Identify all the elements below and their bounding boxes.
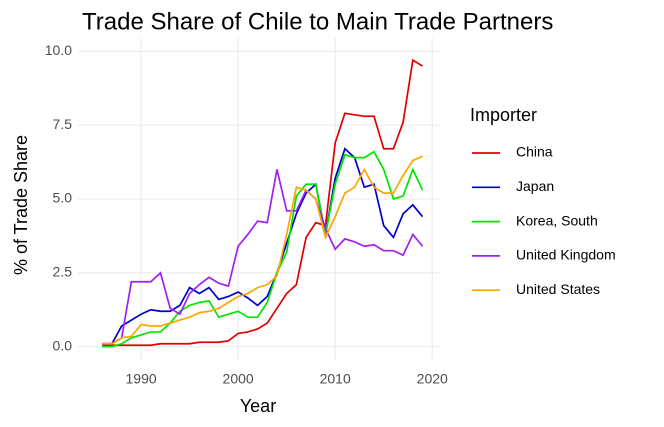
x-tick-label: 2000	[223, 371, 254, 387]
series-line	[102, 150, 424, 348]
legend-label: United Kingdom	[516, 247, 616, 263]
y-tick-label: 2.5	[53, 264, 73, 280]
y-tick-label: 7.5	[53, 116, 73, 132]
x-tick-label: 1990	[126, 371, 157, 387]
y-tick-label: 5.0	[53, 190, 73, 206]
series-line	[102, 58, 423, 347]
legend-label: Japan	[516, 178, 554, 194]
chart-title: Trade Share of Chile to Main Trade Partn…	[82, 8, 553, 35]
x-tick-label: 2010	[320, 371, 351, 387]
legend-label: United States	[516, 281, 600, 297]
y-axis-label: % of Trade Share	[11, 135, 31, 275]
legend-label: Korea, South	[516, 212, 598, 228]
y-tick-label: 0.0	[53, 337, 73, 353]
series-line	[102, 155, 423, 345]
legend-title: Importer	[470, 105, 537, 125]
y-tick-label: 10.0	[45, 42, 72, 58]
legend-label: China	[516, 144, 553, 160]
series-line	[102, 147, 424, 345]
series-line	[102, 169, 424, 345]
x-axis-label: Year	[240, 396, 276, 416]
x-tick-label: 2020	[417, 371, 448, 387]
